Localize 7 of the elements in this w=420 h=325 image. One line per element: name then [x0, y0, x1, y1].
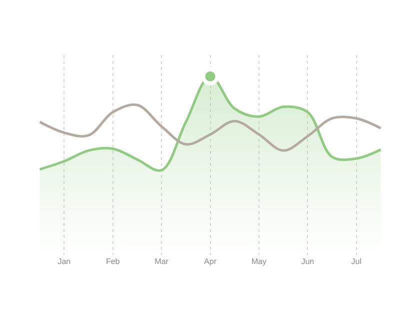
x-tick-label: Jul [351, 257, 362, 266]
x-tick-label: Mar [154, 257, 169, 266]
x-tick-label: May [251, 257, 267, 266]
x-tick-label: Apr [204, 257, 217, 266]
x-tick-label: Jan [58, 257, 71, 266]
x-tick-label: Jun [301, 257, 314, 266]
x-tick-label: Feb [106, 257, 120, 266]
